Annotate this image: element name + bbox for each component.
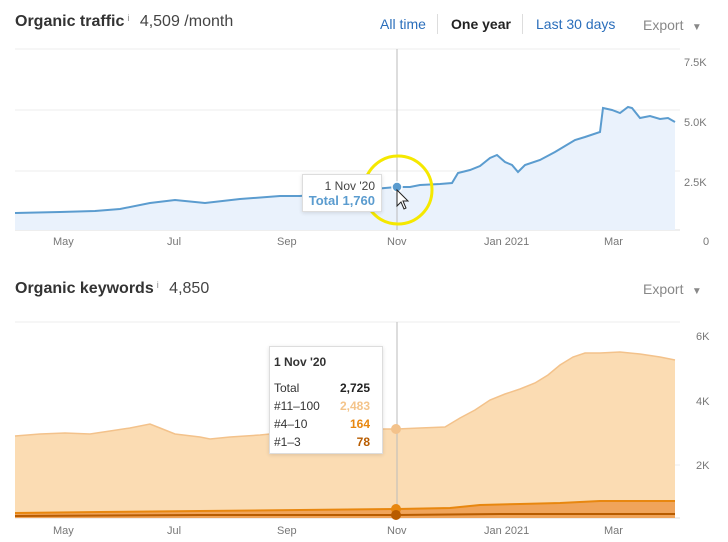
x-tick-label: Sep [277,525,297,537]
keywords-top10-line [14,500,675,514]
range-last-30-days[interactable]: Last 30 days [536,16,615,34]
traffic-title: Organic traffic [15,13,125,30]
keywords-tooltip-date: 1 Nov '20 [274,355,327,369]
range-divider [522,14,523,34]
tooltip-row-label: #1–3 [274,435,301,449]
tooltip-row-value: 2,483 [339,399,370,413]
traffic-value: 4,509 /month [139,13,234,30]
traffic-tooltip-date: 1 Nov '20 [324,179,375,193]
range-one-year-label[interactable]: One year [451,16,511,32]
traffic-tooltip-total: Total 1,760 [308,193,375,208]
y-tick-label: 5.0K [684,117,707,129]
traffic-chart[interactable] [0,0,728,260]
x-tick-label: Nov [387,525,407,537]
keywords-title: Organic keywords [15,280,154,297]
range-all-time[interactable]: All time [380,16,426,34]
traffic-line [14,105,676,214]
x-tick-label: Jan 2021 [484,525,530,537]
traffic-area [15,107,675,230]
keywords-data-point [391,510,401,520]
x-tick-label: Nov [387,236,407,248]
y-tick-label: 7.5K [684,57,707,69]
tooltip-row-label: #11–100 [274,399,320,413]
keywords-top3-line [14,513,675,517]
keywords-export-button[interactable]: Export ▼ [643,281,702,299]
keywords-info-icon[interactable]: i [156,280,159,290]
x-tick-label: Jul [167,525,182,537]
keywords-data-point [391,424,401,434]
traffic-export-button[interactable]: Export ▼ [643,17,702,35]
traffic-export-label[interactable]: Export [643,17,684,33]
x-tick-label: May [53,236,74,248]
tooltip-row-11-100: #11–100 2,483 [274,397,370,415]
tooltip-row-value: 164 [349,417,370,431]
x-tick-label: Jul [167,236,182,248]
traffic-info-icon[interactable]: i [127,13,130,23]
keywords-export-label[interactable]: Export [643,281,684,297]
keywords-tooltip: 1 Nov '20 Total 2,725 #11–100 2,483 #4–1… [269,346,383,454]
chevron-down-icon: ▼ [691,286,702,297]
keywords-value: 4,850 [169,280,210,297]
cursor-arrow-icon [396,188,410,210]
tooltip-row-4-10: #4–10 164 [274,415,370,433]
y-tick-label: 0 [703,236,710,248]
tooltip-row-1-3: #1–3 78 [274,433,370,451]
tooltip-row-value: 78 [356,435,370,449]
range-all-time-label[interactable]: All time [380,16,426,32]
y-tick-label: 2.5K [684,177,707,189]
tooltip-row-total: Total 2,725 [274,379,370,397]
y-tick-label: 6K [696,331,710,343]
x-tick-label: Mar [604,236,623,248]
y-tick-label: 2K [696,460,710,472]
keywords-header: Organic keywords i 4,850 [15,280,209,298]
chevron-down-icon: ▼ [691,22,702,33]
y-tick-label: 4K [696,396,710,408]
tooltip-row-label: Total [274,381,300,395]
tooltip-row-value: 2,725 [339,381,370,395]
tooltip-row-label: #4–10 [274,417,308,431]
x-tick-label: Sep [277,236,297,248]
traffic-tooltip: 1 Nov '20 Total 1,760 [302,174,382,212]
range-last-30-days-label[interactable]: Last 30 days [536,16,616,32]
x-tick-label: Mar [604,525,623,537]
traffic-header: Organic traffic i 4,509 /month [15,13,233,31]
range-divider [437,14,438,34]
x-tick-label: Jan 2021 [484,236,530,248]
x-tick-label: May [53,525,74,537]
range-one-year[interactable]: One year [451,16,511,34]
